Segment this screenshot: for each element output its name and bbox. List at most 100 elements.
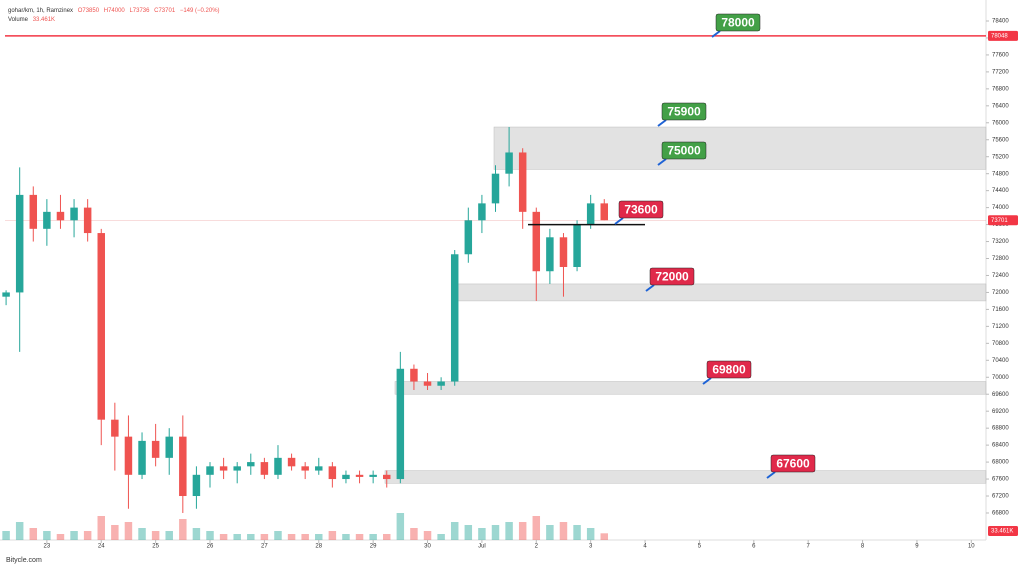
y-tick-label: 68400 [992, 443, 1009, 449]
legend-close: C73701 [154, 8, 176, 14]
volume-value: 33.461K [33, 17, 55, 23]
volume-bar [505, 522, 513, 540]
candle-body [600, 203, 608, 221]
candle-body [559, 237, 568, 267]
y-tick-label: 73200 [992, 239, 1009, 245]
candle-body [423, 381, 432, 386]
y-tick-label: 71200 [992, 324, 1009, 330]
x-tick-label: 24 [98, 544, 105, 550]
volume-axis-label-bg [988, 526, 1018, 536]
y-tick-label: 75200 [992, 154, 1009, 160]
candle-body [287, 457, 296, 467]
candle-body [56, 211, 65, 221]
callout-pointer [657, 158, 667, 166]
volume-bar [151, 531, 160, 540]
volume-bar [29, 528, 38, 540]
x-tick-label: 7 [807, 544, 811, 550]
volume-bar [192, 528, 201, 540]
volume-bar [247, 534, 255, 540]
callout-pointer [702, 377, 712, 385]
volume-bar [287, 534, 296, 540]
y-tick-label: 66800 [992, 511, 1009, 517]
x-tick-label: Jul [478, 544, 486, 550]
volume-bar [396, 513, 405, 540]
candle-body [83, 207, 92, 234]
y-tick-label: 74800 [992, 171, 1009, 177]
callout-box [770, 454, 816, 473]
candle-body [573, 224, 581, 267]
volume-bar [315, 534, 323, 540]
y-tick-label: 74400 [992, 188, 1009, 194]
x-tick-label: 10 [968, 544, 975, 550]
volume-bar [2, 531, 10, 540]
candle-body [410, 368, 418, 382]
x-tick-label: 6 [752, 544, 756, 550]
volume-bar [355, 534, 364, 540]
volume-bar [559, 522, 568, 540]
y-tick-label: 74000 [992, 205, 1009, 211]
volume-bar [532, 516, 541, 540]
candle-body [342, 474, 350, 480]
y-tick-label: 75600 [992, 137, 1009, 143]
candle-body [274, 457, 282, 475]
volume-bar [586, 528, 595, 540]
volume-bar [464, 525, 473, 540]
volume-bar [383, 534, 391, 540]
level-price-label-bg [988, 30, 1018, 41]
volume-bar [600, 533, 608, 540]
callout-box [715, 13, 761, 32]
volume-axis-label: 33.461K [991, 529, 1013, 535]
volume-bar [450, 522, 459, 540]
callout-box [661, 102, 707, 121]
volume-bar [328, 531, 337, 540]
y-tick-label: 76800 [992, 86, 1009, 92]
level-price-label: 78048 [991, 34, 1008, 40]
candle-body [179, 436, 187, 497]
volume-bar [342, 534, 350, 540]
candle-body [29, 194, 38, 229]
y-tick-label: 77200 [992, 69, 1009, 75]
candle-body [532, 211, 541, 272]
volume-bar [165, 531, 173, 540]
candle-body [518, 152, 527, 212]
x-tick-label: 29 [370, 544, 377, 550]
y-tick-label: 72800 [992, 256, 1009, 262]
candle-body [464, 220, 473, 255]
x-tick-label: 9 [915, 544, 919, 550]
x-tick-label: 23 [44, 544, 51, 550]
y-tick-label: 67200 [992, 494, 1009, 500]
chart-title: gohar/km, 1h, Ramzinex [8, 8, 73, 14]
candle-body [192, 474, 201, 497]
volume-bar [179, 519, 187, 540]
candle-body [505, 152, 513, 174]
x-tick-label: 27 [261, 544, 268, 550]
x-tick-label: 25 [152, 544, 159, 550]
candle-body [396, 368, 405, 480]
volume-bar [260, 534, 269, 540]
candle-body [369, 474, 377, 477]
y-tick-label: 72000 [992, 290, 1009, 296]
zone [394, 381, 987, 395]
candle-body [491, 173, 500, 204]
volume-bar [111, 525, 119, 540]
y-tick-label: 70000 [992, 375, 1009, 381]
x-tick-label: 5 [698, 544, 702, 550]
volume-bar [546, 525, 554, 540]
zone [493, 126, 987, 170]
callout-pointer [711, 30, 721, 38]
volume-bar [15, 522, 24, 540]
callout-label: 75900 [667, 105, 701, 119]
volume-bar [518, 522, 527, 540]
candle-body [70, 207, 78, 221]
volume-bar [437, 534, 445, 540]
y-tick-label: 68000 [992, 460, 1009, 466]
volume-bar [233, 534, 241, 540]
volume-bar [56, 534, 65, 540]
candle-body [260, 462, 269, 475]
volume-bar [206, 531, 214, 540]
volume-bar [369, 534, 377, 540]
callout-pointer [766, 471, 776, 479]
callout-box [706, 360, 752, 379]
candle-body [383, 474, 391, 480]
